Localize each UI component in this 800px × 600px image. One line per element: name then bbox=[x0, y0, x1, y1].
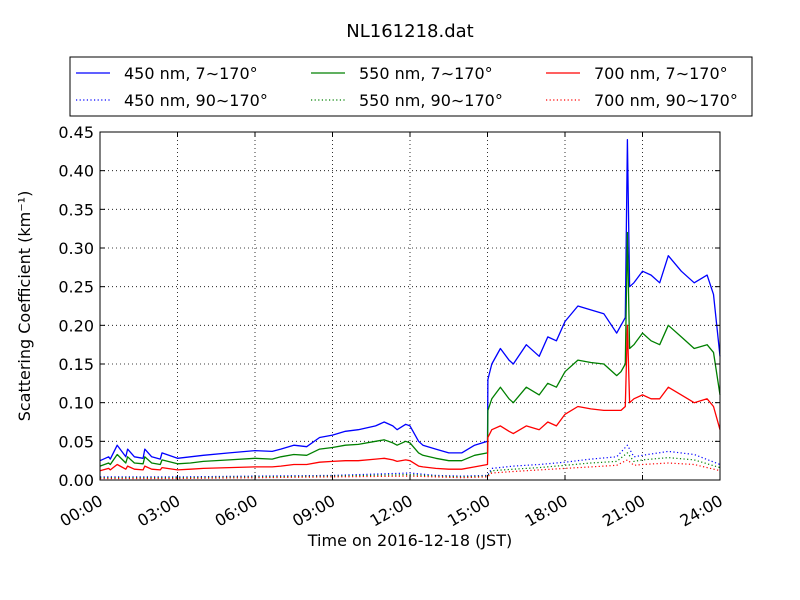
legend-label: 550 nm, 90∼170° bbox=[359, 91, 503, 110]
x-tick-label: 24:00 bbox=[677, 491, 726, 531]
legend-label: 450 nm, 90∼170° bbox=[124, 91, 268, 110]
series-line bbox=[100, 459, 721, 480]
x-tick-label: 15:00 bbox=[444, 491, 493, 531]
legend-label: 550 nm, 7∼170° bbox=[359, 64, 493, 83]
legend-box bbox=[69, 56, 753, 117]
series-line bbox=[100, 452, 721, 479]
series-line bbox=[99, 231, 721, 467]
x-tick-label: 06:00 bbox=[212, 491, 261, 531]
y-tick-label: 0.25 bbox=[58, 278, 94, 297]
y-tick-label: 0.30 bbox=[58, 239, 94, 258]
series-line bbox=[99, 324, 721, 472]
y-axis-label: Scattering Coefficient (km⁻¹) bbox=[15, 191, 34, 422]
chart-title: NL161218.dat bbox=[346, 21, 473, 42]
y-tick-label: 0.10 bbox=[58, 394, 94, 413]
plot-area bbox=[99, 131, 721, 481]
x-axis-label: Time on 2016-12-18 (JST) bbox=[307, 531, 512, 550]
series-line bbox=[100, 444, 721, 478]
x-tick-label: 09:00 bbox=[289, 491, 338, 531]
legend-label: 700 nm, 90∼170° bbox=[594, 91, 738, 110]
x-tick-label: 12:00 bbox=[367, 491, 416, 531]
x-tick-label: 03:00 bbox=[134, 491, 183, 531]
y-axis: 0.00 0.05 0.10 0.15 0.20 0.25 0.30 0.35 0.40 0.45 bbox=[58, 123, 720, 490]
legend-label: 450 nm, 7∼170° bbox=[124, 64, 258, 83]
y-tick-label: 0.45 bbox=[58, 123, 94, 142]
y-tick-label: 0.15 bbox=[58, 355, 94, 374]
x-tick-label: 21:00 bbox=[599, 491, 648, 531]
x-tick-label: 00:00 bbox=[57, 491, 106, 531]
y-tick-label: 0.05 bbox=[58, 432, 94, 451]
legend: 450 nm, 7∼170° 550 nm, 7∼170° 700 nm, 7∼17… bbox=[69, 56, 753, 117]
legend-label: 700 nm, 7∼170° bbox=[594, 64, 728, 83]
x-tick-label: 18:00 bbox=[522, 491, 571, 531]
y-tick-label: 0.35 bbox=[58, 200, 94, 219]
y-tick-label: 0.40 bbox=[58, 162, 94, 181]
y-tick-label: 0.20 bbox=[58, 316, 94, 335]
y-tick-label: 0.00 bbox=[58, 471, 94, 490]
series-line bbox=[99, 139, 721, 462]
